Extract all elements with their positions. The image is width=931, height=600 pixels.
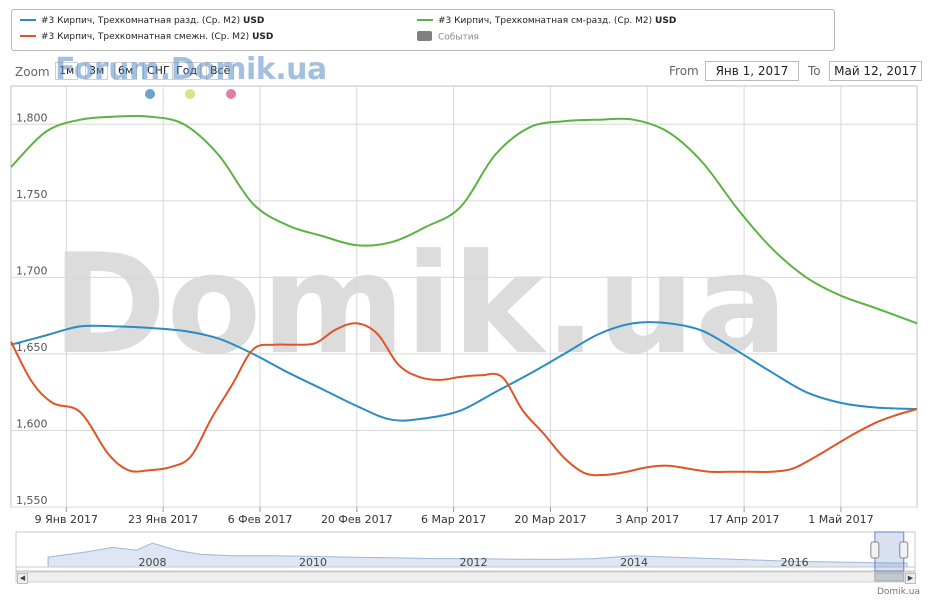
navigator-year-label: 2012 bbox=[460, 556, 488, 569]
legend-unit: USD bbox=[655, 16, 677, 26]
y-tick-label: 1,550 bbox=[16, 494, 48, 507]
scroll-right-arrow[interactable]: ▶ bbox=[905, 573, 916, 584]
legend-swatch bbox=[20, 18, 36, 21]
zoom-all-button[interactable]: Всё bbox=[206, 62, 235, 80]
y-tick-label: 1,600 bbox=[16, 417, 48, 430]
zoom-year-button[interactable]: Год bbox=[172, 62, 202, 80]
navigator-year-label: 2010 bbox=[299, 556, 327, 569]
legend-swatch bbox=[417, 18, 433, 21]
zoom-label: Zoom bbox=[15, 65, 50, 79]
navigator-scrollbar[interactable] bbox=[15, 571, 916, 583]
range-to-label: To bbox=[808, 64, 821, 78]
navigator-handle[interactable] bbox=[870, 541, 880, 559]
events-swatch bbox=[417, 31, 432, 41]
zoom-3m-button[interactable]: 3м bbox=[85, 62, 109, 80]
x-tick-label: 9 Янв 2017 bbox=[35, 513, 98, 526]
range-from-input[interactable]: Янв 1, 2017 bbox=[705, 61, 799, 81]
legend-item-series-1[interactable]: #3 Кирпич, Трехкомнатная разд. (Ср. М2) … bbox=[20, 16, 264, 27]
navigator-year-label: 2008 bbox=[138, 556, 166, 569]
credit-text: Domik.ua bbox=[877, 587, 920, 597]
x-tick-label: 6 Фев 2017 bbox=[228, 513, 293, 526]
navigator-scrollbar-thumb[interactable] bbox=[874, 572, 905, 582]
x-tick-label: 20 Фев 2017 bbox=[321, 513, 393, 526]
legend-label: #3 Кирпич, Трехкомнатная разд. (Ср. М2) bbox=[41, 16, 241, 26]
series-line-3[interactable] bbox=[10, 322, 918, 477]
zoom-6m-button[interactable]: 6м bbox=[114, 62, 138, 80]
legend-item-events[interactable]: События bbox=[417, 31, 479, 44]
zoom-ytd-button[interactable]: СНГ bbox=[143, 62, 174, 80]
navigator-year-label: 2016 bbox=[781, 556, 809, 569]
legend: #3 Кирпич, Трехкомнатная разд. (Ср. М2) … bbox=[11, 9, 835, 51]
event-marker-dot[interactable] bbox=[185, 89, 195, 99]
legend-unit: USD bbox=[243, 16, 265, 26]
domik-watermark: Domik.ua bbox=[52, 224, 788, 385]
navigator-year-label: 2014 bbox=[620, 556, 648, 569]
series-line-1[interactable] bbox=[10, 321, 918, 422]
legend-item-series-3[interactable]: #3 Кирпич, Трехкомнатная смежн. (Ср. М2)… bbox=[20, 32, 273, 43]
series-line-2[interactable] bbox=[10, 114, 918, 325]
y-tick-label: 1,800 bbox=[16, 111, 48, 124]
x-tick-label: 17 Апр 2017 bbox=[709, 513, 780, 526]
legend-unit: USD bbox=[252, 32, 274, 42]
legend-label: #3 Кирпич, Трехкомнатная см-разд. (Ср. М… bbox=[438, 16, 653, 26]
x-tick-label: 1 Май 2017 bbox=[808, 513, 873, 526]
navigator-handle[interactable] bbox=[899, 541, 909, 559]
range-from-label: From bbox=[669, 64, 699, 78]
event-marker-dot[interactable] bbox=[145, 89, 155, 99]
legend-label: #3 Кирпич, Трехкомнатная смежн. (Ср. М2) bbox=[41, 32, 250, 42]
legend-item-series-2[interactable]: #3 Кирпич, Трехкомнатная см-разд. (Ср. М… bbox=[417, 16, 676, 27]
x-tick-label: 6 Мар 2017 bbox=[421, 513, 486, 526]
legend-swatch bbox=[20, 34, 36, 37]
y-tick-label: 1,650 bbox=[16, 341, 48, 354]
y-tick-label: 1,750 bbox=[16, 188, 48, 201]
x-tick-label: 3 Апр 2017 bbox=[615, 513, 679, 526]
legend-label: События bbox=[438, 32, 479, 43]
range-to-input[interactable]: Май 12, 2017 bbox=[829, 61, 922, 81]
x-tick-label: 23 Янв 2017 bbox=[128, 513, 198, 526]
event-marker-dot[interactable] bbox=[226, 89, 236, 99]
zoom-1m-button[interactable]: 1м bbox=[55, 62, 79, 80]
x-tick-label: 20 Мар 2017 bbox=[514, 513, 586, 526]
y-tick-label: 1,700 bbox=[16, 264, 48, 277]
scroll-left-arrow[interactable]: ◀ bbox=[17, 573, 28, 584]
navigator-area bbox=[47, 542, 908, 568]
